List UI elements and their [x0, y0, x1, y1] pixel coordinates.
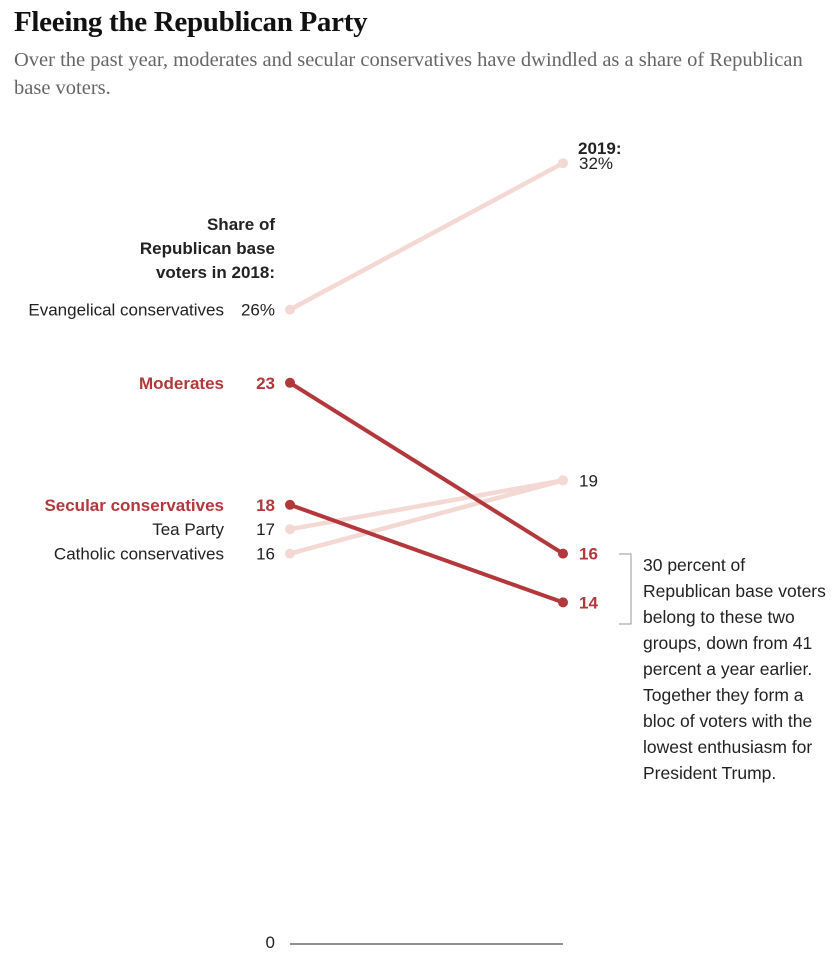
chart-title: Fleeing the Republican Party	[14, 6, 368, 38]
value-label-2018-moderates: 23	[256, 374, 275, 393]
right-header: 2019:	[578, 139, 621, 158]
value-label-2018-tea-party: 17	[256, 520, 275, 539]
series-line-moderates	[288, 380, 565, 556]
series-line-catholic-conservatives	[287, 478, 566, 556]
point-2019-secular-conservatives	[558, 597, 568, 608]
point-2019-evangelical-conservatives	[558, 158, 568, 169]
value-label-2018-catholic-conservatives: 16	[256, 545, 275, 564]
series-name-label-catholic-conservatives: Catholic conservatives	[54, 545, 224, 564]
point-2018-evangelical-conservatives	[285, 304, 295, 315]
point-2019-catholic-conservatives	[558, 475, 568, 486]
point-2019-moderates	[558, 548, 568, 559]
series-secular-conservatives: Secular conservatives 18 14	[44, 496, 598, 613]
value-label-2019-moderates: 16	[579, 545, 598, 564]
series-name-label-moderates: Moderates	[139, 374, 224, 393]
zero-tick-label: 0	[266, 933, 275, 952]
series-line-evangelical-conservatives	[287, 160, 566, 312]
chart-subtitle: Over the past year, moderates and secula…	[14, 49, 803, 99]
left-header-line-3: voters in 2018:	[156, 263, 275, 282]
left-header-line-1: Share of	[207, 215, 275, 234]
series-name-label-tea-party: Tea Party	[152, 520, 224, 539]
point-2018-catholic-conservatives	[285, 548, 295, 559]
series-moderates: Moderates 23 16	[139, 374, 598, 564]
annotation-bracket	[619, 553, 632, 625]
annotation-text: 30 percent of Republican base voters bel…	[643, 555, 826, 783]
point-2018-secular-conservatives	[285, 499, 295, 510]
value-label-2019-secular-conservatives: 14	[579, 593, 598, 612]
value-label-2019-tea-party: 19	[579, 471, 598, 490]
series-evangelical-conservatives: Evangelical conservatives 26% 32%	[28, 154, 613, 319]
value-label-2019-evangelical-conservatives: 32%	[579, 154, 613, 173]
series-catholic-conservatives: Catholic conservatives 16	[54, 475, 568, 564]
value-label-2018-secular-conservatives: 18	[256, 496, 275, 515]
series-name-label-evangelical-conservatives: Evangelical conservatives	[28, 301, 224, 320]
series-line-tea-party	[287, 478, 566, 532]
left-header-line-2: Republican base	[140, 239, 275, 258]
series-name-label-secular-conservatives: Secular conservatives	[44, 496, 224, 515]
point-2018-moderates	[285, 377, 295, 388]
series-line-secular-conservatives	[288, 502, 565, 605]
value-label-2018-evangelical-conservatives: 26%	[241, 301, 275, 320]
point-2018-tea-party	[285, 524, 295, 535]
